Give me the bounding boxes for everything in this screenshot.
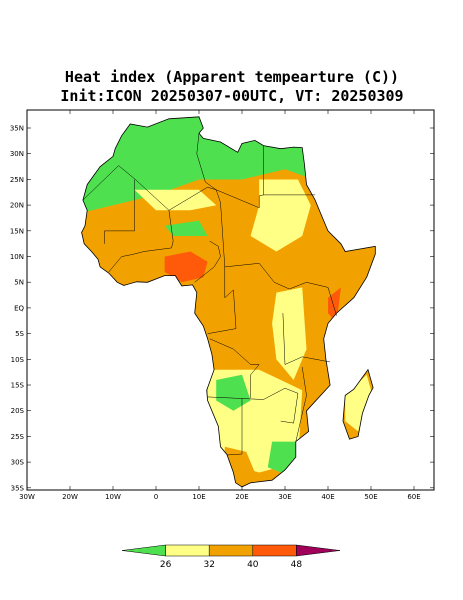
axes: 35N 30N 25N 20N 15N 10N 5N EQ 5S 10S 15S 20S 25S 30S 3… (10, 110, 434, 501)
lat-label: 30N (10, 150, 24, 158)
lon-label: 0 (154, 493, 158, 501)
lon-label: 20E (235, 493, 248, 501)
lat-label: 15N (10, 227, 24, 235)
lat-label: 10N (10, 253, 24, 261)
country-border (226, 398, 243, 456)
coastline (81, 116, 376, 488)
map (81, 116, 376, 488)
colorbar-label: 48 (291, 560, 303, 570)
subtitle: Init:ICON 20250307-00UTC, VT: 20250309 (60, 87, 403, 105)
lat-label: 35S (11, 484, 25, 492)
lat-label: 35N (10, 125, 24, 133)
map-fill (81, 116, 376, 487)
lat-label: 5S (15, 330, 24, 338)
zone (164, 251, 208, 283)
lat-label: 5N (14, 279, 24, 287)
country-border (196, 133, 217, 191)
country-border (82, 165, 316, 211)
lon-label: 60E (407, 493, 420, 501)
lat-label: EQ (14, 304, 24, 312)
zone (272, 287, 307, 380)
lat-label: 15S (11, 382, 25, 390)
lon-label: 20W (62, 493, 78, 501)
colorbar-label: 26 (160, 560, 172, 570)
country-border (209, 338, 260, 398)
colorbar-swatch (252, 544, 297, 557)
lat-label: 25S (11, 433, 25, 441)
lon-label: 30E (278, 493, 291, 501)
lon-label: 30W (19, 493, 35, 501)
lat-label: 20S (11, 407, 25, 415)
colorbar-label: 32 (203, 560, 214, 570)
zone (134, 189, 217, 211)
country-border (282, 313, 331, 365)
colorbar: 26 32 40 48 (121, 544, 341, 570)
zone (250, 179, 311, 252)
country-border (295, 367, 307, 442)
lat-label: 25N (10, 176, 24, 184)
country-border (194, 240, 221, 283)
lon-label: 50E (364, 493, 377, 501)
map-frame (26, 109, 435, 491)
country-border (215, 189, 337, 316)
zone (345, 374, 371, 432)
lon-label: 40E (321, 493, 334, 501)
colorbar-label: 40 (247, 560, 259, 570)
colorbar-swatch (121, 544, 166, 557)
lon-label: 10E (192, 493, 205, 501)
lat-label: 10S (11, 356, 25, 364)
title: Heat index (Apparent tempearture (C)) (65, 68, 399, 86)
country-border (104, 179, 135, 244)
country-border (207, 266, 237, 334)
colorbar-swatch (296, 544, 341, 557)
colorbar-swatch (208, 544, 254, 557)
colorbar-swatch (165, 544, 210, 557)
zone (164, 220, 208, 236)
lat-label: 30S (11, 459, 25, 467)
lat-label: 20N (10, 202, 24, 210)
country-border (108, 210, 174, 273)
lon-label: 10W (105, 493, 121, 501)
